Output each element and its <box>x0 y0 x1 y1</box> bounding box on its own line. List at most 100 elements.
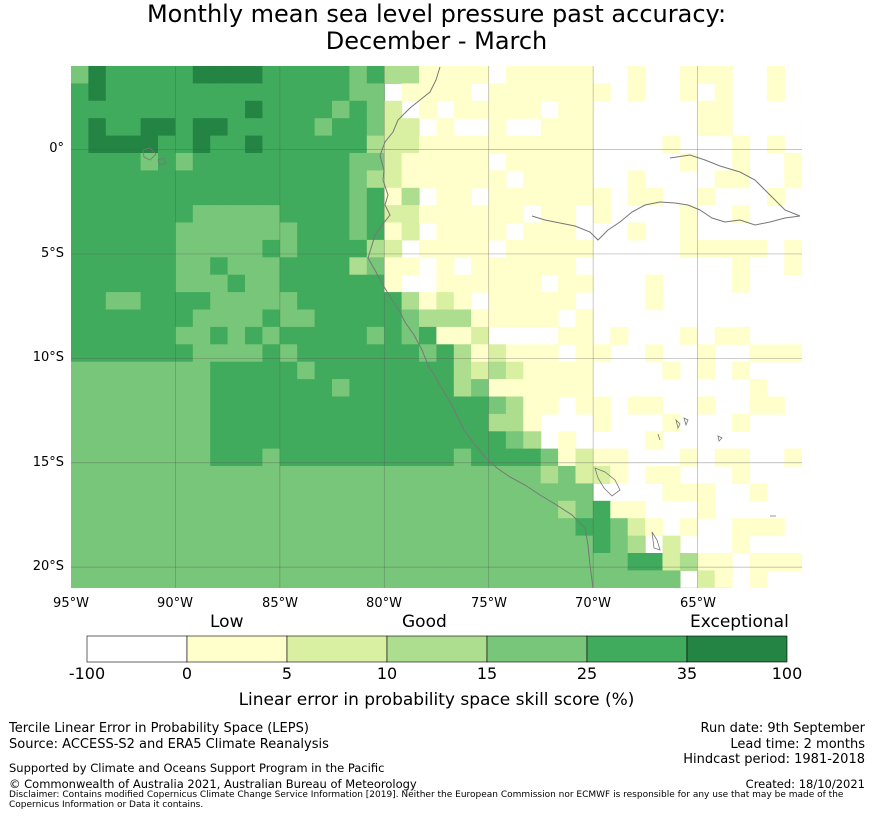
skill-cell <box>158 257 176 276</box>
skill-cell <box>245 187 263 206</box>
skill-cell <box>158 100 176 119</box>
skill-cell <box>523 239 542 258</box>
skill-cell <box>245 483 263 502</box>
skill-cell <box>505 257 524 276</box>
skill-cell <box>540 135 559 154</box>
skill-cell <box>471 100 490 119</box>
skill-cell <box>105 518 124 537</box>
skill-cell <box>558 448 577 467</box>
skill-cell <box>384 379 403 398</box>
skill-cell <box>210 257 229 276</box>
skill-cell <box>645 396 664 415</box>
lat-tick-label: 15°S <box>32 455 64 470</box>
lon-tick-label: 70°W <box>575 596 611 611</box>
skill-cell <box>245 553 263 571</box>
skill-cell <box>245 361 263 380</box>
skill-cell <box>88 83 107 102</box>
skill-cell <box>384 66 403 84</box>
skill-cell <box>471 518 490 537</box>
skill-cell <box>192 570 211 588</box>
skill-cell <box>523 292 542 311</box>
skill-cell <box>488 309 507 328</box>
skill-cell <box>575 344 594 363</box>
skill-cell <box>71 153 89 171</box>
skill-cell <box>175 83 194 102</box>
skill-cell <box>262 187 281 206</box>
skill-cell <box>314 153 333 171</box>
skill-cell <box>297 344 316 363</box>
skill-cell <box>314 448 333 467</box>
skill-cell <box>279 500 298 519</box>
skill-cell <box>714 448 733 467</box>
skill-cell <box>419 239 437 258</box>
skill-cell <box>575 396 594 415</box>
coastline <box>142 66 801 589</box>
lon-tick-label: 65°W <box>680 596 716 611</box>
skill-cell <box>610 553 629 571</box>
skill-cell <box>349 135 368 154</box>
skill-cell <box>140 222 159 241</box>
skill-cell <box>279 135 298 154</box>
skill-cell <box>558 170 577 189</box>
skill-cell <box>662 570 681 588</box>
category-good: Good <box>402 612 447 632</box>
skill-cell <box>366 239 385 258</box>
skill-cell <box>314 257 333 276</box>
skill-cell <box>349 570 368 588</box>
skill-cell <box>297 413 316 432</box>
skill-cell <box>105 170 124 189</box>
skill-cell <box>210 344 229 363</box>
skill-cell <box>245 292 263 311</box>
skill-cell <box>227 379 246 398</box>
skill-cell <box>732 274 751 293</box>
skill-cell <box>123 553 142 571</box>
skill-cell <box>714 239 733 258</box>
skill-cell <box>210 118 229 137</box>
skill-cell <box>488 396 507 415</box>
skill-cell <box>227 83 246 102</box>
skill-cell <box>575 170 594 189</box>
skill-cell <box>784 257 802 276</box>
disclaimer-text: Disclaimer: Contains modified Copernicus… <box>9 790 844 810</box>
skill-cell <box>262 170 281 189</box>
skill-cell <box>453 413 472 432</box>
skill-cell <box>192 135 211 154</box>
skill-cell <box>210 483 229 502</box>
skill-cell <box>488 500 507 519</box>
skill-cell <box>245 66 263 84</box>
skill-cell <box>123 292 142 311</box>
skill-cell <box>401 344 420 363</box>
skill-cell <box>558 66 577 84</box>
skill-cell <box>419 205 437 224</box>
skill-cell <box>297 239 316 258</box>
skill-cell <box>523 518 542 537</box>
skill-cell <box>210 66 229 84</box>
skill-cell <box>262 239 281 258</box>
skill-cell <box>262 222 281 241</box>
skill-cell <box>175 309 194 328</box>
skill-cell <box>523 66 542 84</box>
skill-cell <box>384 153 403 171</box>
skill-cell <box>610 500 629 519</box>
skill-cell <box>192 413 211 432</box>
skill-cell <box>279 361 298 380</box>
skill-cell <box>732 205 751 224</box>
skill-cell <box>766 66 785 84</box>
skill-cell <box>523 448 542 467</box>
skill-cell <box>436 500 455 519</box>
skill-cell <box>88 466 107 484</box>
skill-cell <box>158 448 176 467</box>
skill-cell <box>697 344 716 363</box>
skill-cell <box>384 344 403 363</box>
skill-cell <box>505 466 524 484</box>
skill-cell <box>227 309 246 328</box>
skill-cell <box>123 361 142 380</box>
skill-cell <box>384 274 403 293</box>
skill-cell <box>679 222 698 241</box>
skill-cell <box>192 448 211 467</box>
skill-cell <box>227 570 246 588</box>
skill-cell <box>366 466 385 484</box>
lat-tick-label: 20°S <box>32 559 64 574</box>
skill-cell <box>192 553 211 571</box>
skill-cell <box>505 153 524 171</box>
